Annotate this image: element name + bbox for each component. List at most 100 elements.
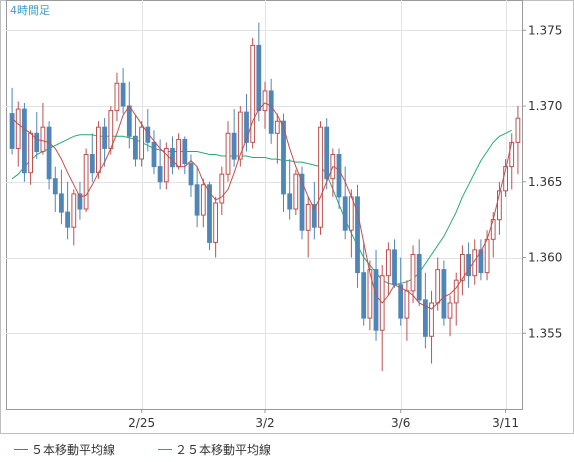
candle-body-14 — [96, 126, 101, 174]
grid-lines — [6, 0, 522, 409]
candle-body-20 — [133, 135, 138, 160]
candle-body-31 — [200, 184, 206, 216]
candle-body-40 — [256, 44, 262, 111]
candle-body-2 — [22, 108, 27, 174]
candles-layer — [9, 22, 521, 372]
legend-label-ma5: ５本移動平均線 — [31, 443, 116, 457]
candle-body-24 — [157, 166, 163, 183]
candle-body-25 — [163, 148, 169, 183]
candle-body-57 — [361, 272, 367, 319]
candle-body-16 — [108, 110, 114, 149]
candle-body-61 — [386, 249, 391, 277]
timeframe-label: 4時間足 — [10, 4, 50, 17]
candle-body-39 — [250, 44, 256, 143]
candle-body-45 — [287, 193, 293, 210]
candle-body-82 — [515, 117, 521, 143]
candle-body-43 — [274, 120, 280, 134]
candle-body-67 — [423, 299, 428, 337]
legend: ５本移動平均線 ２５本移動平均線 — [0, 434, 574, 462]
x-tick-label-3: 3/11 — [492, 416, 519, 430]
candle-body-29 — [188, 163, 194, 186]
candle-body-7 — [52, 178, 58, 195]
candle-body-66 — [416, 254, 422, 301]
candle-body-76 — [478, 249, 484, 274]
candle-body-22 — [145, 126, 151, 143]
candle-body-59 — [373, 269, 379, 331]
candle-body-32 — [207, 184, 212, 243]
y-tick-label-0: 1.375 — [528, 23, 562, 37]
candle-body-9 — [65, 211, 70, 228]
legend-item-ma5: ５本移動平均線 — [14, 441, 115, 458]
candle-body-51 — [324, 126, 330, 180]
ma25-line — [11, 129, 512, 286]
candle-body-71 — [447, 302, 453, 319]
candle-body-12 — [83, 154, 89, 210]
x-tick-label-1: 3/2 — [255, 416, 274, 430]
candle-body-69 — [435, 269, 441, 304]
candle-body-35 — [225, 132, 231, 175]
candle-body-65 — [410, 254, 416, 292]
chart-background — [0, 0, 574, 434]
ma5-layer — [11, 102, 513, 310]
candle-body-68 — [429, 302, 434, 337]
legend-label-ma25: ２５本移動平均線 — [175, 443, 272, 457]
candle-body-50 — [318, 126, 323, 228]
candle-body-47 — [299, 173, 305, 231]
candle-body-3 — [28, 132, 34, 174]
candle-body-41 — [262, 90, 268, 112]
legend-swatch-ma5 — [14, 449, 28, 450]
candle-body-27 — [176, 138, 181, 168]
y-axis-ticks: 1.375 1.370 1.365 1.360 1.355 — [522, 23, 562, 340]
candle-body-23 — [151, 141, 157, 168]
candle-body-13 — [89, 154, 95, 174]
y-tick-label-2: 1.365 — [528, 175, 562, 189]
legend-swatch-ma25 — [158, 449, 172, 450]
candle-body-48 — [305, 204, 311, 231]
candle-body-62 — [392, 249, 397, 286]
candle-body-5 — [40, 126, 46, 152]
ma25-layer — [11, 129, 512, 286]
candle-body-34 — [219, 173, 225, 204]
candle-body-70 — [441, 269, 447, 319]
candle-body-18 — [120, 82, 126, 107]
candle-body-49 — [311, 204, 317, 228]
x-axis-ticks: 2/25 3/2 3/6 3/11 — [128, 409, 519, 430]
candle-body-37 — [237, 111, 243, 160]
candle-body-46 — [293, 173, 299, 210]
legend-item-ma25: ２５本移動平均線 — [158, 441, 271, 458]
candle-body-54 — [342, 196, 348, 231]
candle-body-79 — [497, 190, 502, 221]
candle-body-53 — [336, 154, 342, 198]
candle-body-58 — [367, 269, 373, 319]
candle-body-1 — [15, 108, 21, 149]
candle-body-42 — [268, 90, 274, 134]
candle-body-77 — [484, 238, 490, 274]
candlestick-chart: 1.375 1.370 1.365 1.360 1.355 2/25 3/2 3/6 3/11… — [0, 0, 574, 434]
candle-body-17 — [114, 82, 120, 112]
candle-body-6 — [46, 126, 52, 180]
x-tick-label-0: 2/25 — [128, 416, 155, 430]
candle-body-55 — [348, 196, 354, 231]
candle-body-81 — [509, 141, 515, 168]
candle-body-56 — [355, 196, 360, 274]
x-tick-label-2: 3/6 — [391, 416, 410, 430]
y-tick-label-4: 1.355 — [528, 326, 562, 340]
candle-body-11 — [77, 193, 83, 210]
candle-body-28 — [182, 138, 188, 165]
candle-body-44 — [281, 120, 286, 195]
candle-body-38 — [244, 111, 249, 143]
candle-body-4 — [34, 132, 40, 153]
candle-body-74 — [466, 254, 472, 277]
y-tick-label-3: 1.360 — [528, 251, 562, 265]
candle-body-72 — [453, 279, 459, 304]
candle-body-0 — [9, 113, 15, 149]
y-tick-label-1: 1.370 — [528, 99, 562, 113]
candle-body-21 — [139, 126, 144, 160]
candle-body-10 — [71, 193, 77, 228]
candle-body-64 — [404, 290, 410, 319]
candle-body-30 — [194, 184, 200, 216]
candle-body-26 — [170, 148, 175, 168]
candle-body-15 — [102, 126, 107, 149]
candle-body-73 — [460, 254, 465, 281]
